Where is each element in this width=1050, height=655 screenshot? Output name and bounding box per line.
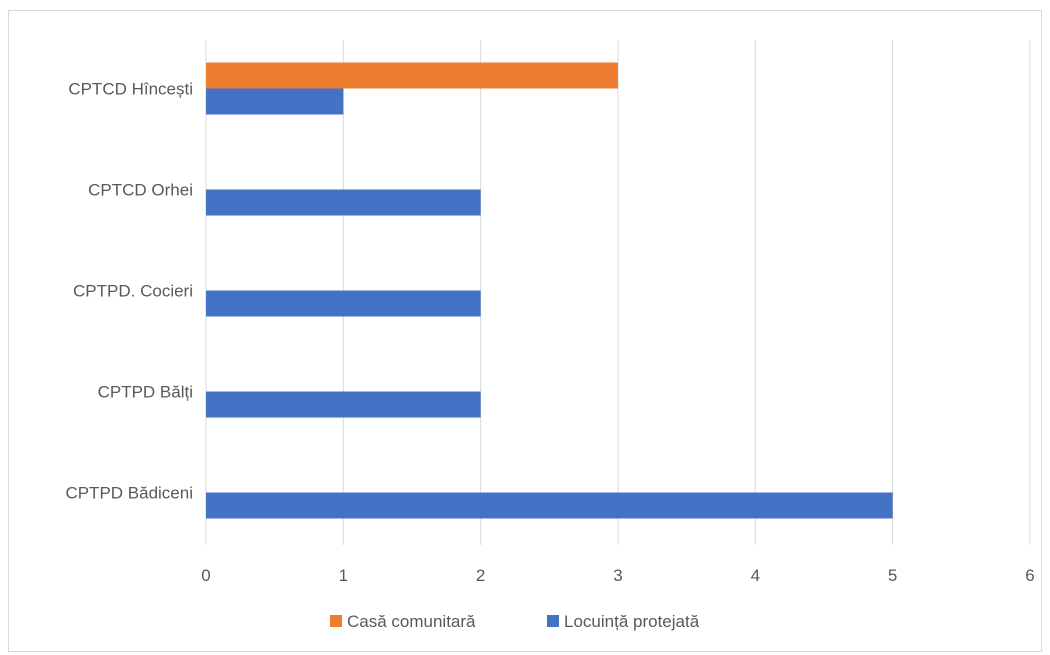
category-label-4: CPTPD Bădiceni: [65, 484, 193, 503]
legend-swatch-1: [547, 615, 559, 627]
category-label-3: CPTPD Bălți: [98, 383, 193, 402]
x-tick-label-4: 4: [751, 566, 760, 585]
x-tick-label-5: 5: [888, 566, 897, 585]
legend-label-1: Locuință protejată: [564, 612, 700, 631]
legend-label-0: Casă comunitară: [347, 612, 476, 631]
x-tick-label-1: 1: [339, 566, 348, 585]
legend-swatch-0: [330, 615, 342, 627]
bar-0-0: [206, 62, 618, 89]
bar-1-4: [206, 492, 893, 519]
x-tick-label-3: 3: [613, 566, 622, 585]
category-label-1: CPTCD Orhei: [88, 181, 193, 200]
chart-frame: [8, 10, 1042, 652]
x-tick-label-2: 2: [476, 566, 485, 585]
x-tick-label-0: 0: [201, 566, 210, 585]
category-label-0: CPTCD Hîncești: [68, 80, 193, 99]
category-label-2: CPTPD. Cocieri: [73, 282, 193, 301]
bar-1-1: [206, 189, 481, 216]
x-tick-label-6: 6: [1025, 566, 1034, 585]
bar-1-0: [206, 88, 344, 115]
bar-1-2: [206, 290, 481, 317]
bar-1-3: [206, 391, 481, 418]
